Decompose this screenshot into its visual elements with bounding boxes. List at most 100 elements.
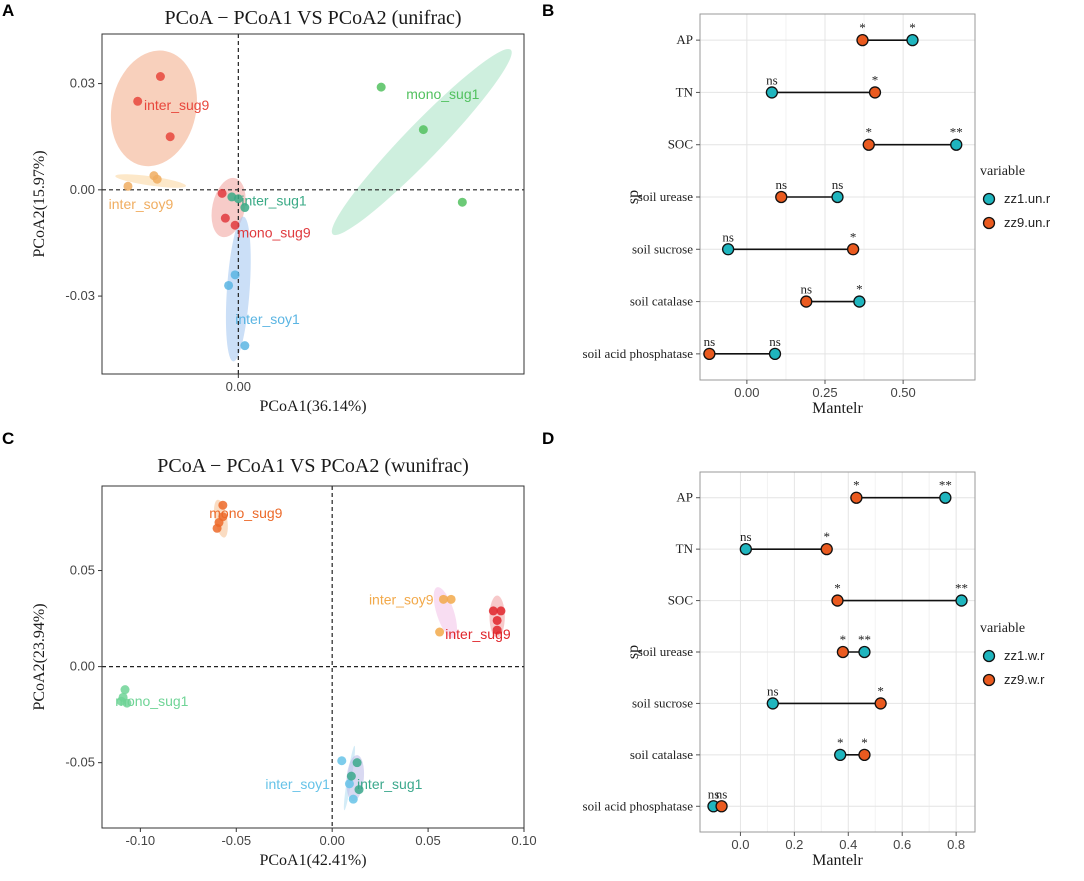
sig-label-zz9-w-r-soil-urease: * bbox=[840, 632, 847, 647]
legend-swatch-zz1-un-r bbox=[982, 192, 996, 206]
sig-label-zz9-un-r-soil-urease: ns bbox=[775, 177, 787, 192]
legend-title: variable bbox=[980, 164, 1025, 179]
point-zz9-un-r-soc bbox=[862, 138, 875, 151]
group-label-inter-soy9: inter_soy9 bbox=[369, 591, 434, 607]
point-inter-sug9-2 bbox=[133, 96, 143, 106]
sig-label-zz9-w-r-soil-catalase: * bbox=[861, 735, 868, 750]
chart-title: PCoA − PCoA1 VS PCoA2 (wunifrac) bbox=[157, 455, 469, 477]
point-inter-soy1-2 bbox=[344, 779, 354, 789]
sig-label-zz1-w-r-soil-catalase: * bbox=[837, 735, 844, 750]
x-tick-label: 0.10 bbox=[511, 833, 536, 848]
point-inter-sug1-3 bbox=[354, 785, 364, 795]
ellipse-inter-soy9 bbox=[115, 174, 187, 188]
group-label-inter-soy1: inter_soy1 bbox=[265, 776, 330, 792]
sig-label-zz1-w-r-tn: ns bbox=[740, 529, 752, 544]
point-inter-sug1-2 bbox=[346, 771, 356, 781]
point-inter-soy9-2 bbox=[446, 594, 456, 604]
category-label-soc: SOC bbox=[668, 593, 693, 608]
category-label-ap: AP bbox=[676, 490, 693, 505]
x-axis-label: PCoA1(36.14%) bbox=[259, 398, 366, 415]
point-zz9-un-r-soil-urease bbox=[775, 190, 788, 204]
sig-label-zz9-un-r-tn: * bbox=[872, 72, 879, 87]
panel-letter-c: C bbox=[2, 429, 14, 448]
sig-label-zz1-un-r-ap: * bbox=[909, 20, 916, 35]
y-axis-label: PCoA2(15.97%) bbox=[31, 150, 48, 257]
point-inter-soy9-1 bbox=[438, 594, 448, 604]
x-tick-label: 0.00 bbox=[320, 833, 345, 848]
point-mono-sug1-4 bbox=[122, 698, 132, 708]
point-zz1-un-r-soil-urease bbox=[831, 190, 844, 204]
point-zz1-un-r-soil-acid-phosphatase bbox=[768, 347, 782, 361]
point-zz9-w-r-ap bbox=[850, 491, 863, 504]
x-tick-label: 0.25 bbox=[812, 385, 837, 400]
point-inter-sug1-3 bbox=[240, 203, 250, 213]
x-tick-label: 0.50 bbox=[890, 385, 915, 400]
y-tick-label: 0.00 bbox=[70, 659, 95, 674]
y-tick-label: -0.03 bbox=[65, 288, 95, 303]
point-mono-sug9-1 bbox=[217, 188, 227, 198]
plot-frame bbox=[101, 485, 525, 829]
category-label-soil-catalase: soil catalase bbox=[630, 294, 693, 309]
point-zz9-un-r-tn bbox=[868, 86, 882, 99]
sig-label-zz1-w-r-soil-sucrose: ns bbox=[767, 683, 779, 698]
group-label-inter-sug1: inter_sug1 bbox=[241, 192, 307, 208]
point-inter-sug9-3 bbox=[165, 132, 175, 142]
category-label-soil-urease: soil urease bbox=[638, 189, 693, 204]
x-tick-label: 0.4 bbox=[839, 837, 857, 852]
point-zz9-un-r-soil-acid-phosphatase bbox=[703, 347, 716, 361]
plot-frame bbox=[101, 33, 525, 375]
x-tick-label: 0.05 bbox=[415, 833, 440, 848]
legend-label-zz1-un-r: zz1.un.r bbox=[1004, 191, 1051, 206]
sig-label-zz9-w-r-ap: * bbox=[853, 478, 860, 493]
y-axis-label: sp bbox=[625, 645, 642, 659]
legend-label-zz9-w-r: zz9.w.r bbox=[1004, 672, 1045, 687]
group-label-inter-sug9: inter_sug9 bbox=[445, 626, 511, 642]
sig-label-zz1-w-r-ap: ** bbox=[939, 478, 952, 493]
x-tick-label: 0.2 bbox=[785, 837, 803, 852]
sig-label-zz1-un-r-soil-sucrose: ns bbox=[722, 229, 734, 244]
group-label-mono-sug9: mono_sug9 bbox=[209, 505, 282, 521]
point-inter-soy1-1 bbox=[337, 756, 347, 766]
panel-letter-b: B bbox=[542, 1, 554, 20]
legend-swatch-zz1-w-r bbox=[982, 649, 996, 663]
x-tick-label: 0.00 bbox=[226, 379, 251, 394]
point-inter-sug1-2 bbox=[233, 194, 243, 204]
point-zz1-w-r-soil-urease bbox=[858, 645, 871, 659]
point-zz1-un-r-soil-sucrose bbox=[721, 243, 735, 256]
sig-label-zz9-un-r-soil-acid-phosphatase: ns bbox=[704, 334, 716, 349]
ellipse-inter-sug9 bbox=[110, 50, 197, 167]
point-zz1-un-r-soil-catalase bbox=[853, 295, 866, 308]
sig-label-zz1-un-r-soil-catalase: * bbox=[856, 282, 863, 297]
point-mono-sug1-3 bbox=[457, 197, 467, 207]
category-label-soil-acid-phosphatase: soil acid phosphatase bbox=[583, 798, 694, 813]
sig-label-zz9-w-r-soc: * bbox=[834, 581, 841, 596]
point-zz1-un-r-tn bbox=[765, 86, 779, 99]
sig-label-zz9-un-r-soil-sucrose: * bbox=[850, 229, 857, 244]
legend-swatch-zz9-un-r bbox=[982, 216, 996, 230]
x-axis-label: Mantelr bbox=[812, 852, 863, 869]
sig-label-zz9-un-r-soc: * bbox=[866, 125, 873, 140]
sig-label-zz9-un-r-soil-catalase: ns bbox=[800, 282, 812, 297]
point-inter-soy1-2 bbox=[224, 280, 234, 290]
chart-a-pcoa-unifrac: PCoA − PCoA1 VS PCoA2 (unifrac) inter_sug… bbox=[31, 7, 525, 415]
point-mono-sug1-1 bbox=[120, 685, 130, 695]
category-label-soil-catalase: soil catalase bbox=[630, 747, 693, 762]
point-zz9-un-r-soil-sucrose bbox=[846, 243, 860, 256]
point-mono-sug9-1 bbox=[218, 500, 228, 510]
point-mono-sug9-2 bbox=[220, 213, 230, 223]
sig-label-zz1-w-r-soil-urease: ** bbox=[858, 632, 871, 647]
sig-label-zz9-w-r-soil-acid-phosphatase: ns bbox=[716, 786, 728, 801]
sig-label-zz1-un-r-soc: ** bbox=[950, 125, 963, 140]
category-label-soil-urease: soil urease bbox=[638, 644, 693, 659]
point-zz9-w-r-soil-urease bbox=[836, 645, 850, 659]
chart-c-pcoa-wunifrac: PCoA − PCoA1 VS PCoA2 (wunifrac) mono_sug… bbox=[31, 455, 537, 869]
point-inter-sug1-1 bbox=[352, 758, 362, 768]
category-label-ap: AP bbox=[676, 32, 693, 47]
point-mono-sug9-3 bbox=[230, 220, 240, 230]
point-zz1-w-r-tn bbox=[739, 542, 752, 556]
group-label-mono-sug1: mono_sug1 bbox=[115, 693, 188, 709]
point-zz1-w-r-soil-sucrose bbox=[766, 697, 779, 710]
